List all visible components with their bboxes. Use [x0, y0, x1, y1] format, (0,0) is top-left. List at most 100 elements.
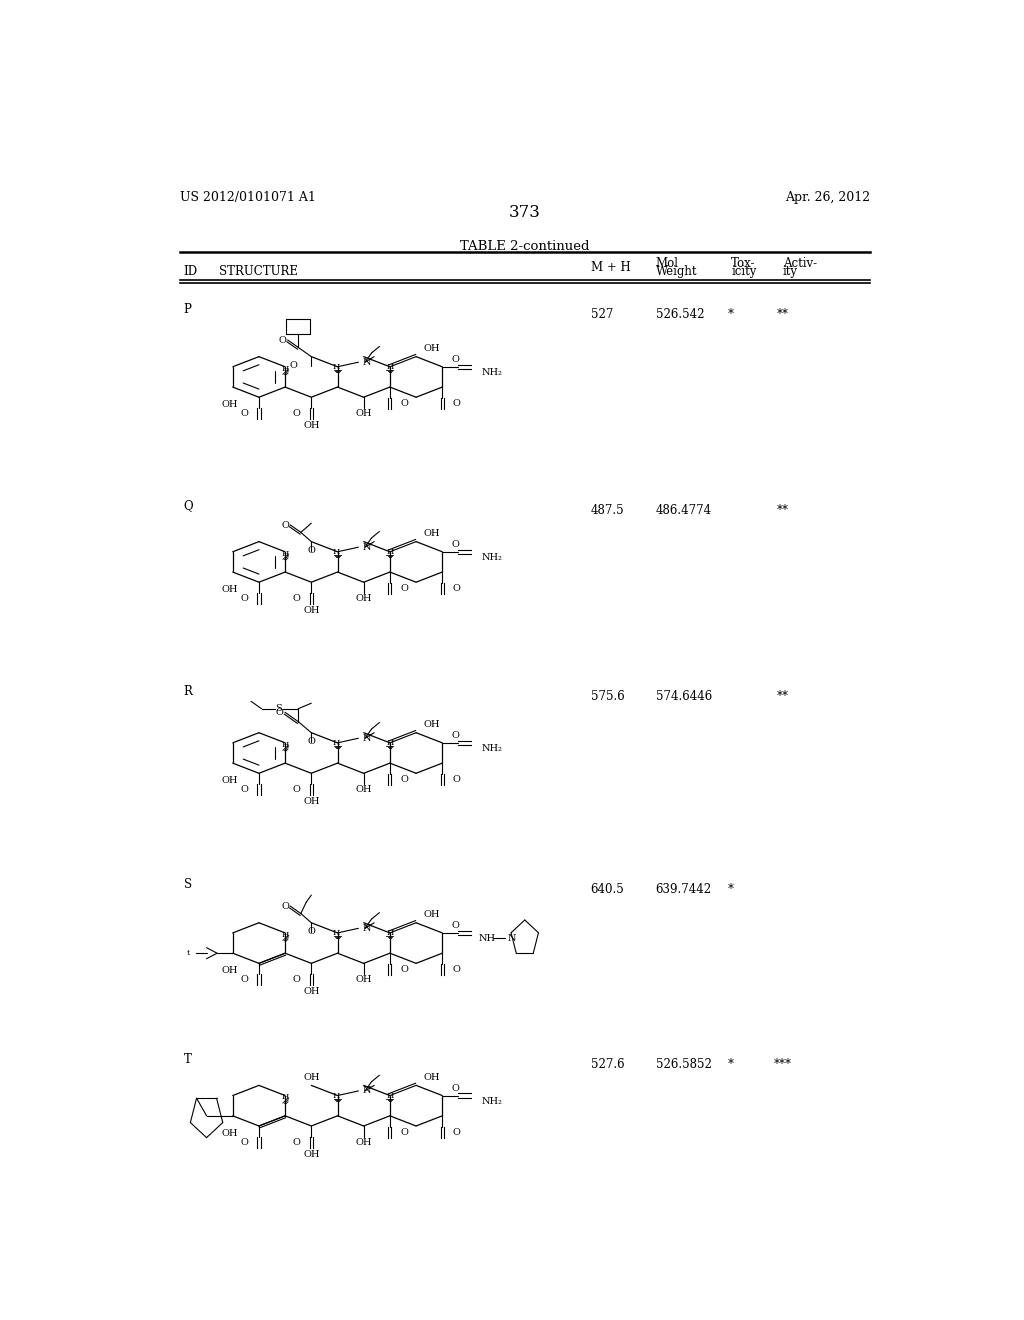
Text: OH: OH	[424, 719, 440, 729]
Text: OH: OH	[303, 797, 319, 807]
Text: 575.6: 575.6	[591, 690, 625, 704]
Text: OH: OH	[222, 966, 239, 975]
Text: H: H	[333, 363, 340, 371]
Text: Weight: Weight	[655, 265, 697, 279]
Text: O: O	[307, 738, 315, 746]
Text: O: O	[400, 1127, 409, 1137]
Text: Mol: Mol	[655, 257, 679, 271]
Text: **: **	[777, 308, 788, 321]
Text: H: H	[386, 739, 393, 747]
Text: OH: OH	[303, 987, 319, 997]
Text: US 2012/0101071 A1: US 2012/0101071 A1	[179, 191, 315, 203]
Text: OH: OH	[424, 529, 440, 537]
Text: H: H	[386, 929, 393, 937]
Text: ID: ID	[183, 265, 198, 279]
Text: **: **	[777, 690, 788, 704]
Text: O: O	[452, 540, 460, 549]
Text: T: T	[183, 1053, 191, 1065]
Text: H: H	[282, 931, 289, 939]
Text: O: O	[400, 399, 409, 408]
Text: STRUCTURE: STRUCTURE	[219, 265, 298, 279]
Text: H: H	[282, 1093, 289, 1101]
Text: O: O	[452, 731, 460, 741]
Text: Activ-: Activ-	[782, 257, 817, 271]
Text: N: N	[362, 358, 371, 367]
Text: N: N	[508, 935, 516, 942]
Text: OH: OH	[303, 1150, 319, 1159]
Text: O: O	[241, 975, 249, 985]
Text: O: O	[275, 708, 284, 717]
Text: *: *	[728, 1057, 734, 1071]
Text: OH: OH	[355, 594, 372, 603]
Text: O: O	[452, 355, 460, 364]
Text: O: O	[293, 594, 301, 603]
Text: Apr. 26, 2012: Apr. 26, 2012	[784, 191, 870, 203]
Text: ***: ***	[774, 1057, 792, 1071]
Text: O: O	[453, 585, 461, 593]
Text: S: S	[183, 878, 191, 891]
Text: 526.5852: 526.5852	[655, 1057, 712, 1071]
Text: NH₂: NH₂	[481, 1097, 503, 1106]
Text: OH: OH	[355, 975, 372, 985]
Text: OH: OH	[303, 421, 319, 430]
Text: OH: OH	[222, 585, 239, 594]
Text: 373: 373	[509, 205, 541, 222]
Text: 574.6446: 574.6446	[655, 690, 712, 704]
Text: O: O	[241, 785, 249, 795]
Text: O: O	[241, 594, 249, 603]
Text: Tox-: Tox-	[731, 257, 756, 271]
Text: O: O	[241, 1138, 249, 1147]
Text: S: S	[275, 704, 282, 713]
Text: O: O	[452, 1084, 460, 1093]
Text: icity: icity	[731, 265, 757, 279]
Text: OH: OH	[222, 400, 239, 409]
Text: O: O	[282, 520, 289, 529]
Text: OH: OH	[355, 785, 372, 795]
Text: O: O	[293, 409, 301, 418]
Text: H: H	[333, 929, 340, 937]
Text: OH: OH	[222, 776, 239, 785]
Text: 640.5: 640.5	[591, 883, 625, 896]
Text: O: O	[400, 775, 409, 784]
Text: O: O	[453, 965, 461, 974]
Text: N: N	[362, 543, 371, 552]
Text: O: O	[307, 546, 315, 556]
Text: NH₂: NH₂	[481, 553, 503, 562]
Text: H: H	[386, 1092, 393, 1100]
Text: OH: OH	[424, 909, 440, 919]
Text: O: O	[453, 775, 461, 784]
Text: 527.6: 527.6	[591, 1057, 625, 1071]
Text: H: H	[282, 364, 289, 372]
Text: OH: OH	[303, 606, 319, 615]
Text: O: O	[307, 928, 315, 936]
Text: O: O	[293, 785, 301, 795]
Text: O: O	[453, 1127, 461, 1137]
Text: NH: NH	[479, 935, 496, 942]
Text: N: N	[362, 924, 371, 933]
Text: *: *	[728, 883, 734, 896]
Text: 486.4774: 486.4774	[655, 504, 712, 517]
Text: H: H	[386, 548, 393, 556]
Text: P: P	[183, 302, 191, 315]
Text: 639.7442: 639.7442	[655, 883, 712, 896]
Text: OH: OH	[424, 1073, 440, 1081]
Text: ity: ity	[782, 265, 798, 279]
Text: OH: OH	[424, 343, 440, 352]
Text: *: *	[728, 308, 734, 321]
Text: O: O	[241, 409, 249, 418]
Text: O: O	[453, 399, 461, 408]
Text: O: O	[452, 921, 460, 931]
Text: **: **	[777, 504, 788, 517]
Text: 527: 527	[591, 308, 613, 321]
Text: Q: Q	[183, 499, 194, 512]
Text: N: N	[362, 1086, 371, 1096]
Text: H: H	[333, 739, 340, 747]
Text: H: H	[333, 548, 340, 556]
Text: M + H: M + H	[591, 261, 631, 275]
Text: NH₂: NH₂	[481, 368, 503, 376]
Text: OH: OH	[303, 1073, 319, 1081]
Text: O: O	[279, 335, 287, 345]
Text: O: O	[293, 975, 301, 985]
Text: R: R	[183, 685, 193, 698]
Text: OH: OH	[222, 1129, 239, 1138]
